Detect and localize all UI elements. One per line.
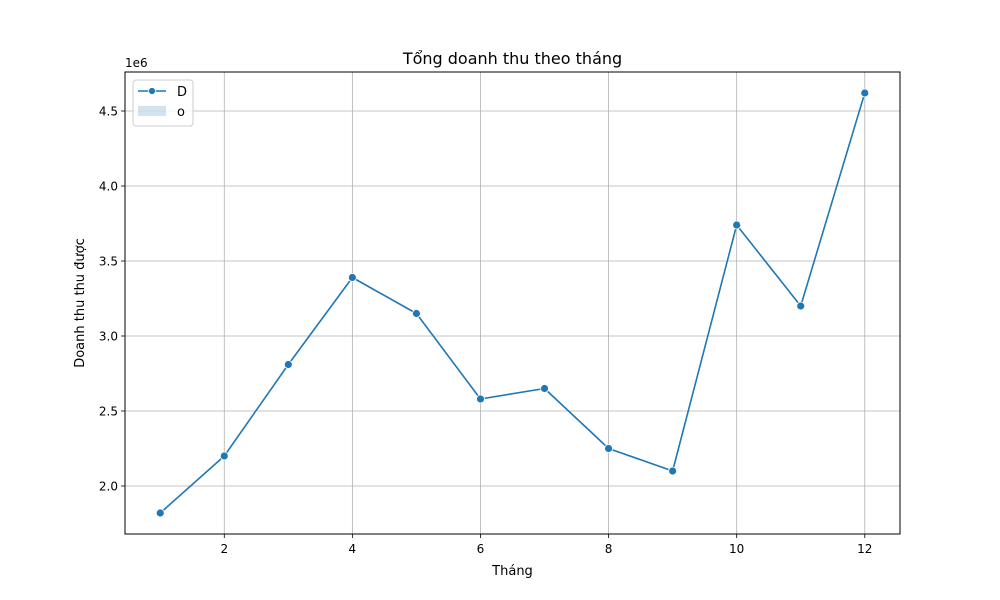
y-tick-label: 2.5 bbox=[99, 405, 118, 419]
data-point bbox=[796, 301, 806, 311]
data-point bbox=[155, 508, 165, 518]
legend-marker-swatch bbox=[148, 87, 156, 95]
data-point bbox=[604, 444, 613, 453]
x-tick-label: 8 bbox=[605, 542, 613, 556]
x-axis: 2 4 6 8 10 12 bbox=[220, 534, 872, 556]
data-point bbox=[476, 394, 485, 404]
x-tick-label: 2 bbox=[220, 542, 228, 556]
y-axis: 2.0 2.5 3.0 3.5 4.0 4.5 bbox=[99, 105, 125, 494]
legend-band-swatch bbox=[138, 106, 166, 116]
data-point bbox=[412, 309, 421, 318]
data-point bbox=[283, 360, 293, 369]
y-axis-offset-label: 1e6 bbox=[125, 56, 148, 70]
y-tick-label: 4.5 bbox=[99, 105, 118, 119]
x-axis-label: Tháng bbox=[491, 564, 533, 579]
x-tick-label: 12 bbox=[857, 542, 872, 556]
y-tick-label: 3.5 bbox=[99, 255, 118, 269]
series-line bbox=[159, 92, 866, 514]
data-point bbox=[540, 384, 549, 393]
grid bbox=[125, 72, 900, 534]
plot-frame bbox=[124, 71, 901, 535]
legend: D o bbox=[132, 79, 194, 127]
y-tick-label: 4.0 bbox=[99, 180, 118, 194]
data-point bbox=[732, 220, 742, 230]
data-point bbox=[668, 466, 678, 476]
series-layer bbox=[155, 88, 870, 518]
x-tick-label: 6 bbox=[477, 542, 485, 556]
legend-label: D bbox=[177, 85, 187, 100]
chart-title: Tổng doanh thu theo tháng bbox=[402, 49, 622, 68]
y-axis-label: Doanh thu thu được bbox=[73, 238, 88, 368]
legend-label: o bbox=[177, 105, 185, 120]
x-tick-label: 4 bbox=[349, 542, 357, 556]
data-point bbox=[347, 273, 357, 282]
data-point bbox=[860, 88, 870, 98]
data-point bbox=[219, 451, 229, 461]
y-tick-label: 3.0 bbox=[99, 330, 118, 344]
x-tick-label: 10 bbox=[729, 542, 744, 556]
y-tick-label: 2.0 bbox=[99, 480, 118, 494]
